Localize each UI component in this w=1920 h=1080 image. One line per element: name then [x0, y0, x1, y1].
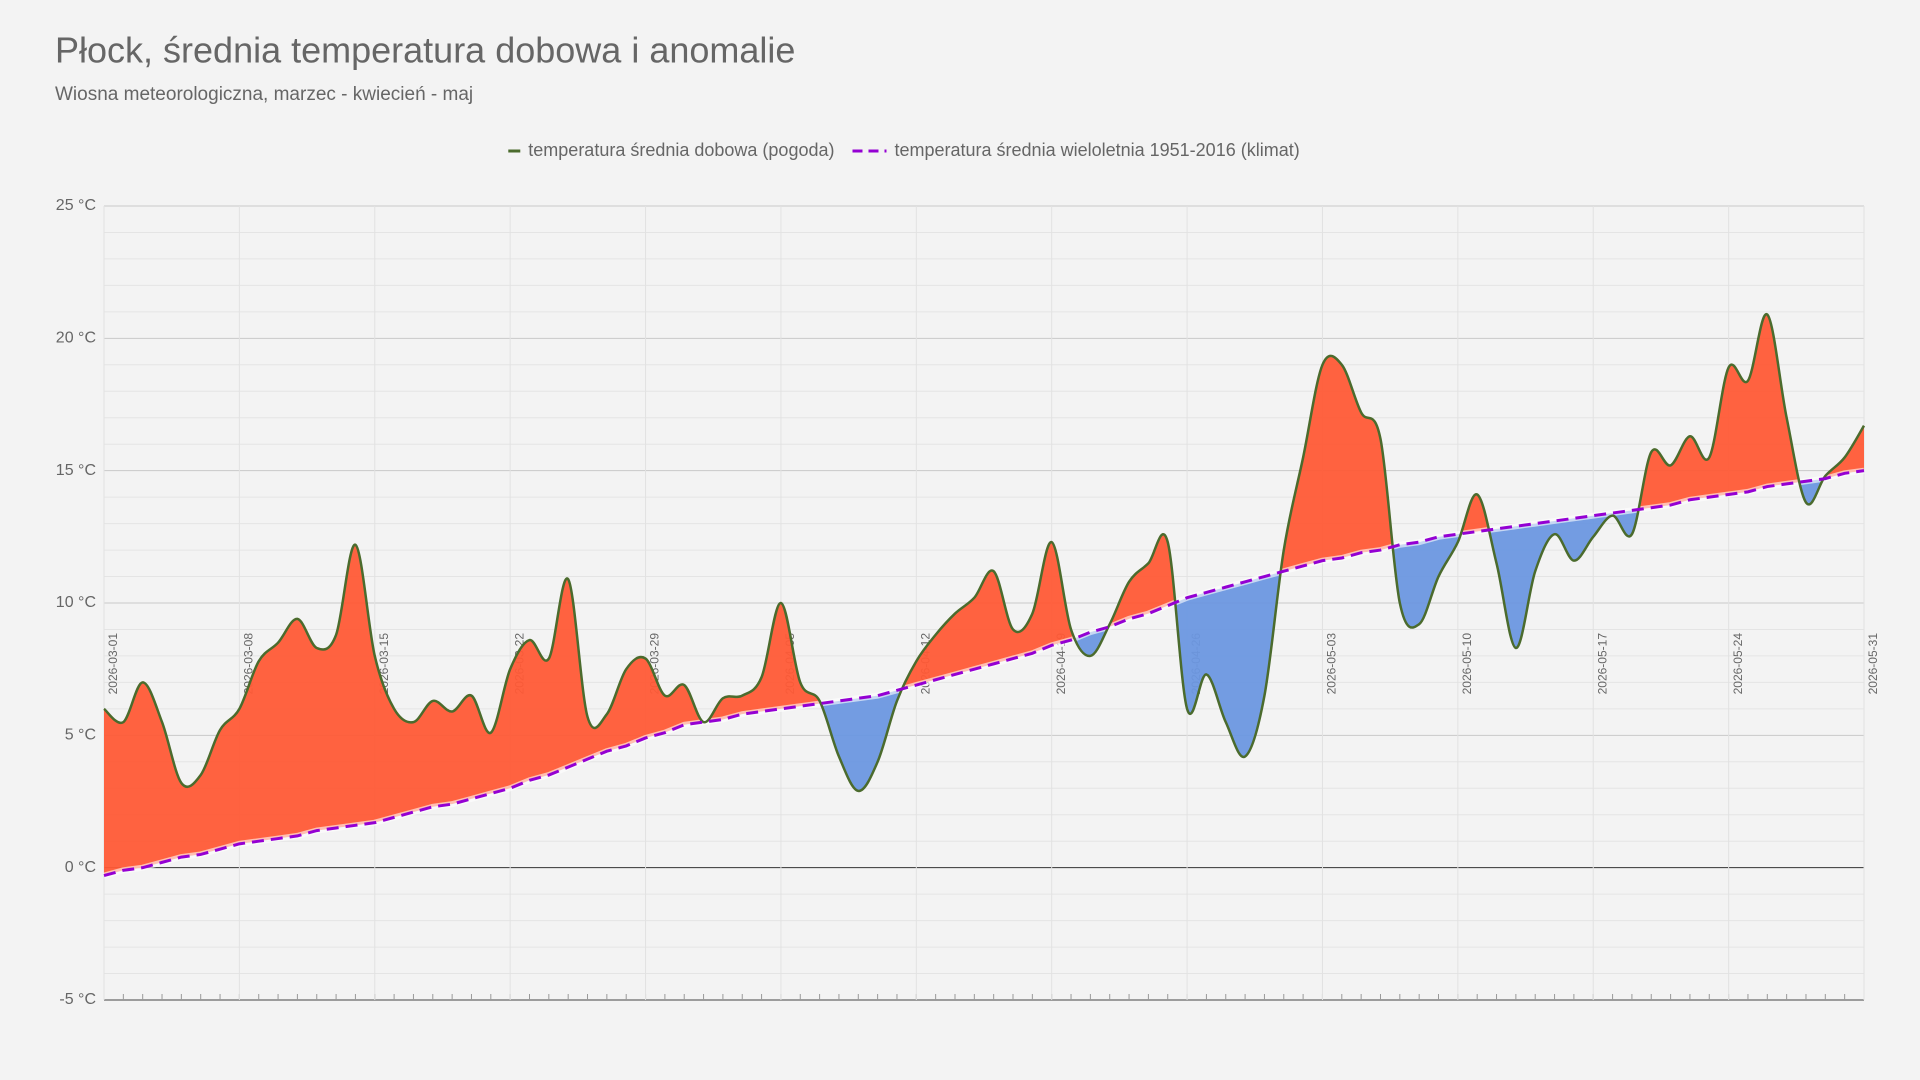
series-line: [103, 313, 1866, 793]
x-tick-label: 2026-05-24: [1731, 633, 1745, 695]
legend: temperatura średnia dobowa (pogoda) tempe…: [508, 140, 1300, 160]
legend-label: temperatura średnia dobowa (pogoda): [528, 140, 834, 160]
x-tick-label: 2026-05-17: [1595, 633, 1609, 695]
x-tick-label: 2026-05-03: [1325, 633, 1339, 695]
chart-subtitle: Wiosna meteorologiczna, marzec - kwiecie…: [55, 84, 473, 105]
x-tick-label: 2026-04-19: [1054, 633, 1068, 695]
x-tick-label: 2026-05-31: [1866, 633, 1880, 695]
legend-label: temperatura średnia wieloletnia 1951-201…: [894, 140, 1299, 160]
y-tick-label: 5 °C: [65, 727, 96, 744]
x-tick-label: 2026-05-10: [1460, 633, 1474, 695]
y-tick-label: 15 °C: [56, 462, 96, 479]
climate-line-halo: [103, 467, 1865, 879]
chart-title: Płock, średnia temperatura dobowa i anom…: [55, 30, 795, 71]
anomaly-above: [104, 314, 1864, 876]
y-tick-label: -5 °C: [59, 991, 96, 1008]
x-tick-label: 2026-03-01: [106, 633, 120, 695]
y-tick-label: 10 °C: [56, 594, 96, 611]
y-tick-label: 25 °C: [56, 197, 96, 214]
y-tick-label: 0 °C: [65, 859, 96, 876]
y-tick-label: 20 °C: [56, 330, 96, 347]
